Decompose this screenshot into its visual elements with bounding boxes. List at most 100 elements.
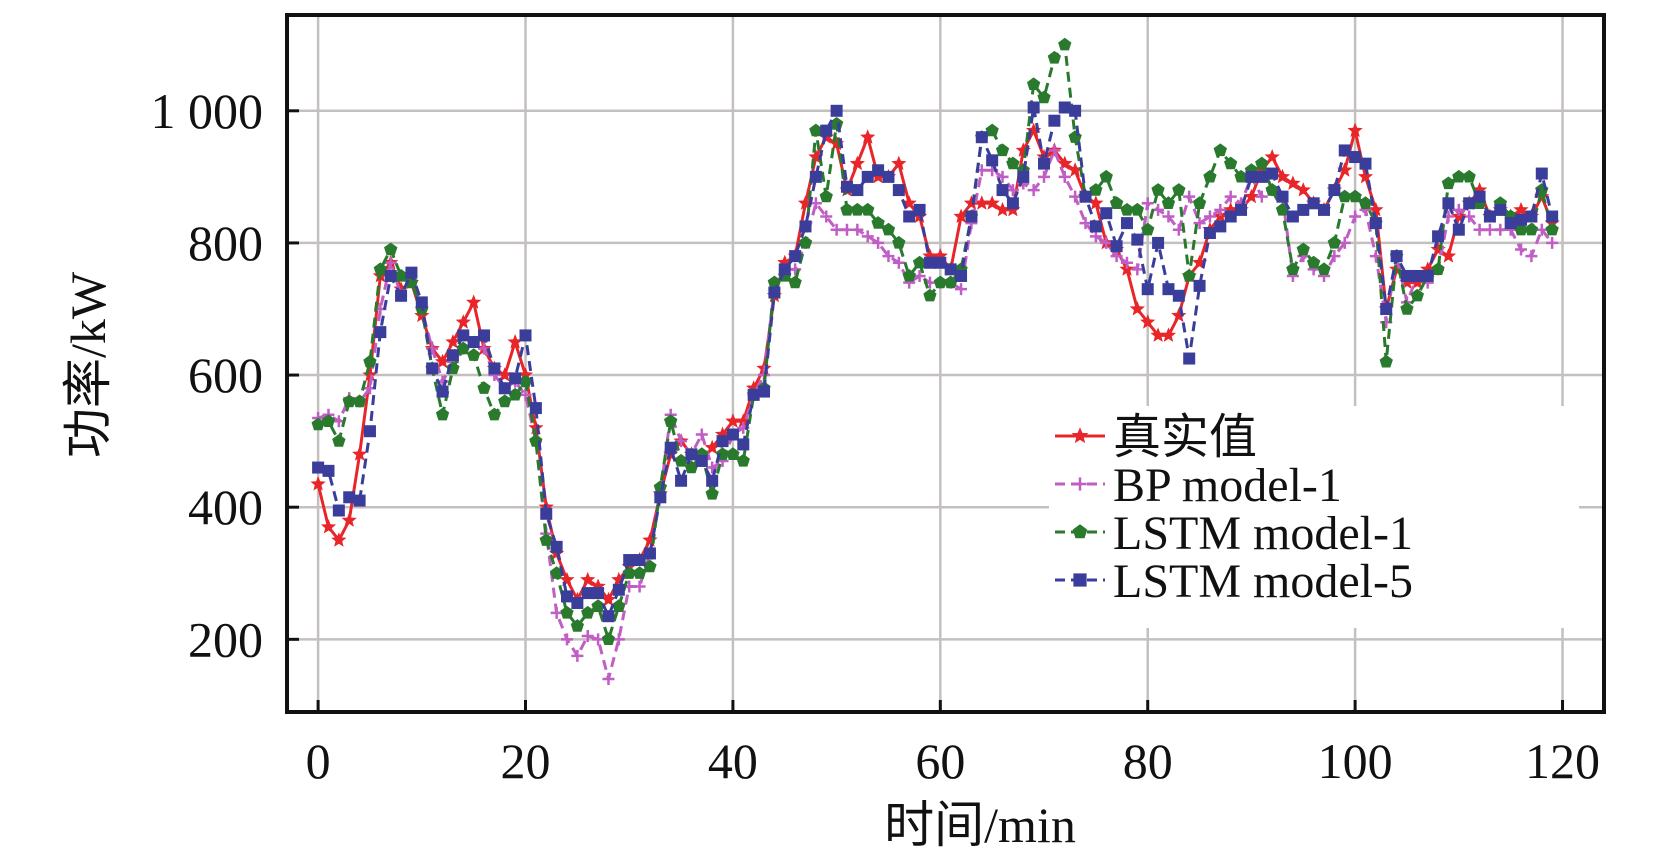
data-point xyxy=(726,447,740,460)
y-tick-label: 400 xyxy=(188,479,263,535)
data-point xyxy=(1006,156,1020,170)
data-point xyxy=(1400,269,1413,282)
series-4 xyxy=(312,101,1559,623)
data-point xyxy=(612,633,625,646)
data-point xyxy=(1400,302,1414,315)
data-point xyxy=(1369,250,1382,263)
data-point xyxy=(934,256,947,269)
data-point xyxy=(373,262,387,275)
data-point xyxy=(1297,203,1310,216)
data-point xyxy=(623,554,636,567)
data-point xyxy=(716,435,729,448)
data-point xyxy=(1026,122,1042,138)
data-point xyxy=(1129,301,1145,316)
data-point xyxy=(1160,327,1177,342)
legend-label-3: LSTM model-1 xyxy=(1113,507,1413,560)
data-point xyxy=(1514,222,1528,236)
data-point xyxy=(1131,263,1144,276)
data-point xyxy=(1038,157,1051,170)
data-point xyxy=(1369,217,1382,230)
data-point xyxy=(1473,190,1486,203)
data-point xyxy=(1183,190,1196,203)
data-point xyxy=(871,216,885,229)
data-point xyxy=(507,334,523,349)
data-point xyxy=(788,275,802,289)
data-point xyxy=(622,566,636,579)
data-point xyxy=(892,235,906,249)
data-point xyxy=(1338,236,1351,249)
data-point xyxy=(820,124,833,137)
data-point xyxy=(384,256,397,269)
data-point xyxy=(974,195,990,210)
data-point xyxy=(654,491,667,504)
data-point xyxy=(737,438,750,451)
data-point xyxy=(1183,352,1196,365)
data-point xyxy=(363,354,377,368)
data-point xyxy=(467,348,481,361)
data-point xyxy=(550,540,563,553)
data-point xyxy=(1295,182,1311,197)
data-point xyxy=(1048,114,1061,127)
data-point xyxy=(882,250,895,263)
data-point xyxy=(1546,210,1559,223)
data-point xyxy=(434,353,451,369)
data-point xyxy=(580,571,596,587)
data-point xyxy=(840,180,853,193)
data-point xyxy=(726,428,739,441)
data-point xyxy=(1430,241,1446,256)
data-point xyxy=(1307,255,1321,269)
data-point xyxy=(1027,101,1040,114)
data-point xyxy=(1504,217,1517,230)
data-point xyxy=(466,294,482,309)
data-point xyxy=(1483,223,1496,236)
data-point xyxy=(912,255,927,269)
data-point xyxy=(1068,130,1082,143)
data-point xyxy=(695,454,708,467)
data-point xyxy=(1151,183,1165,196)
data-point xyxy=(778,263,791,276)
data-point xyxy=(1368,201,1384,217)
data-point xyxy=(1328,184,1341,197)
y-tick-label: 200 xyxy=(188,611,263,667)
data-point xyxy=(1152,236,1165,249)
data-point xyxy=(352,394,367,408)
legend-marker-4 xyxy=(1073,573,1087,587)
data-point xyxy=(320,519,337,534)
data-point xyxy=(478,329,491,342)
data-point xyxy=(1337,162,1353,177)
data-point xyxy=(901,195,917,210)
data-point xyxy=(1524,222,1539,236)
data-point xyxy=(674,453,688,467)
data-point xyxy=(1162,210,1175,223)
data-point xyxy=(415,296,428,309)
x-axis-title: 时间/min xyxy=(884,797,1076,853)
data-point xyxy=(1285,175,1301,190)
data-point xyxy=(1099,169,1113,183)
y-tick-label: 800 xyxy=(188,215,263,271)
data-point xyxy=(611,571,627,587)
data-point xyxy=(1379,354,1393,368)
data-point xyxy=(560,633,573,646)
data-point xyxy=(891,155,907,171)
data-point xyxy=(1359,157,1372,170)
data-point xyxy=(809,123,823,137)
data-point xyxy=(1038,170,1051,183)
data-point xyxy=(1203,227,1216,240)
data-point xyxy=(789,250,802,263)
data-point xyxy=(1441,176,1456,190)
data-point xyxy=(830,223,843,236)
data-point xyxy=(581,630,594,643)
y-tick-label: 600 xyxy=(188,347,263,403)
data-point xyxy=(705,487,719,500)
data-point xyxy=(581,587,594,600)
legend-marker-1 xyxy=(1071,427,1089,444)
data-point xyxy=(849,155,865,171)
data-point xyxy=(1265,183,1279,196)
data-point xyxy=(1141,197,1154,210)
data-point xyxy=(592,587,605,600)
data-point xyxy=(881,222,896,236)
data-point xyxy=(746,380,762,395)
data-point xyxy=(996,184,1009,197)
